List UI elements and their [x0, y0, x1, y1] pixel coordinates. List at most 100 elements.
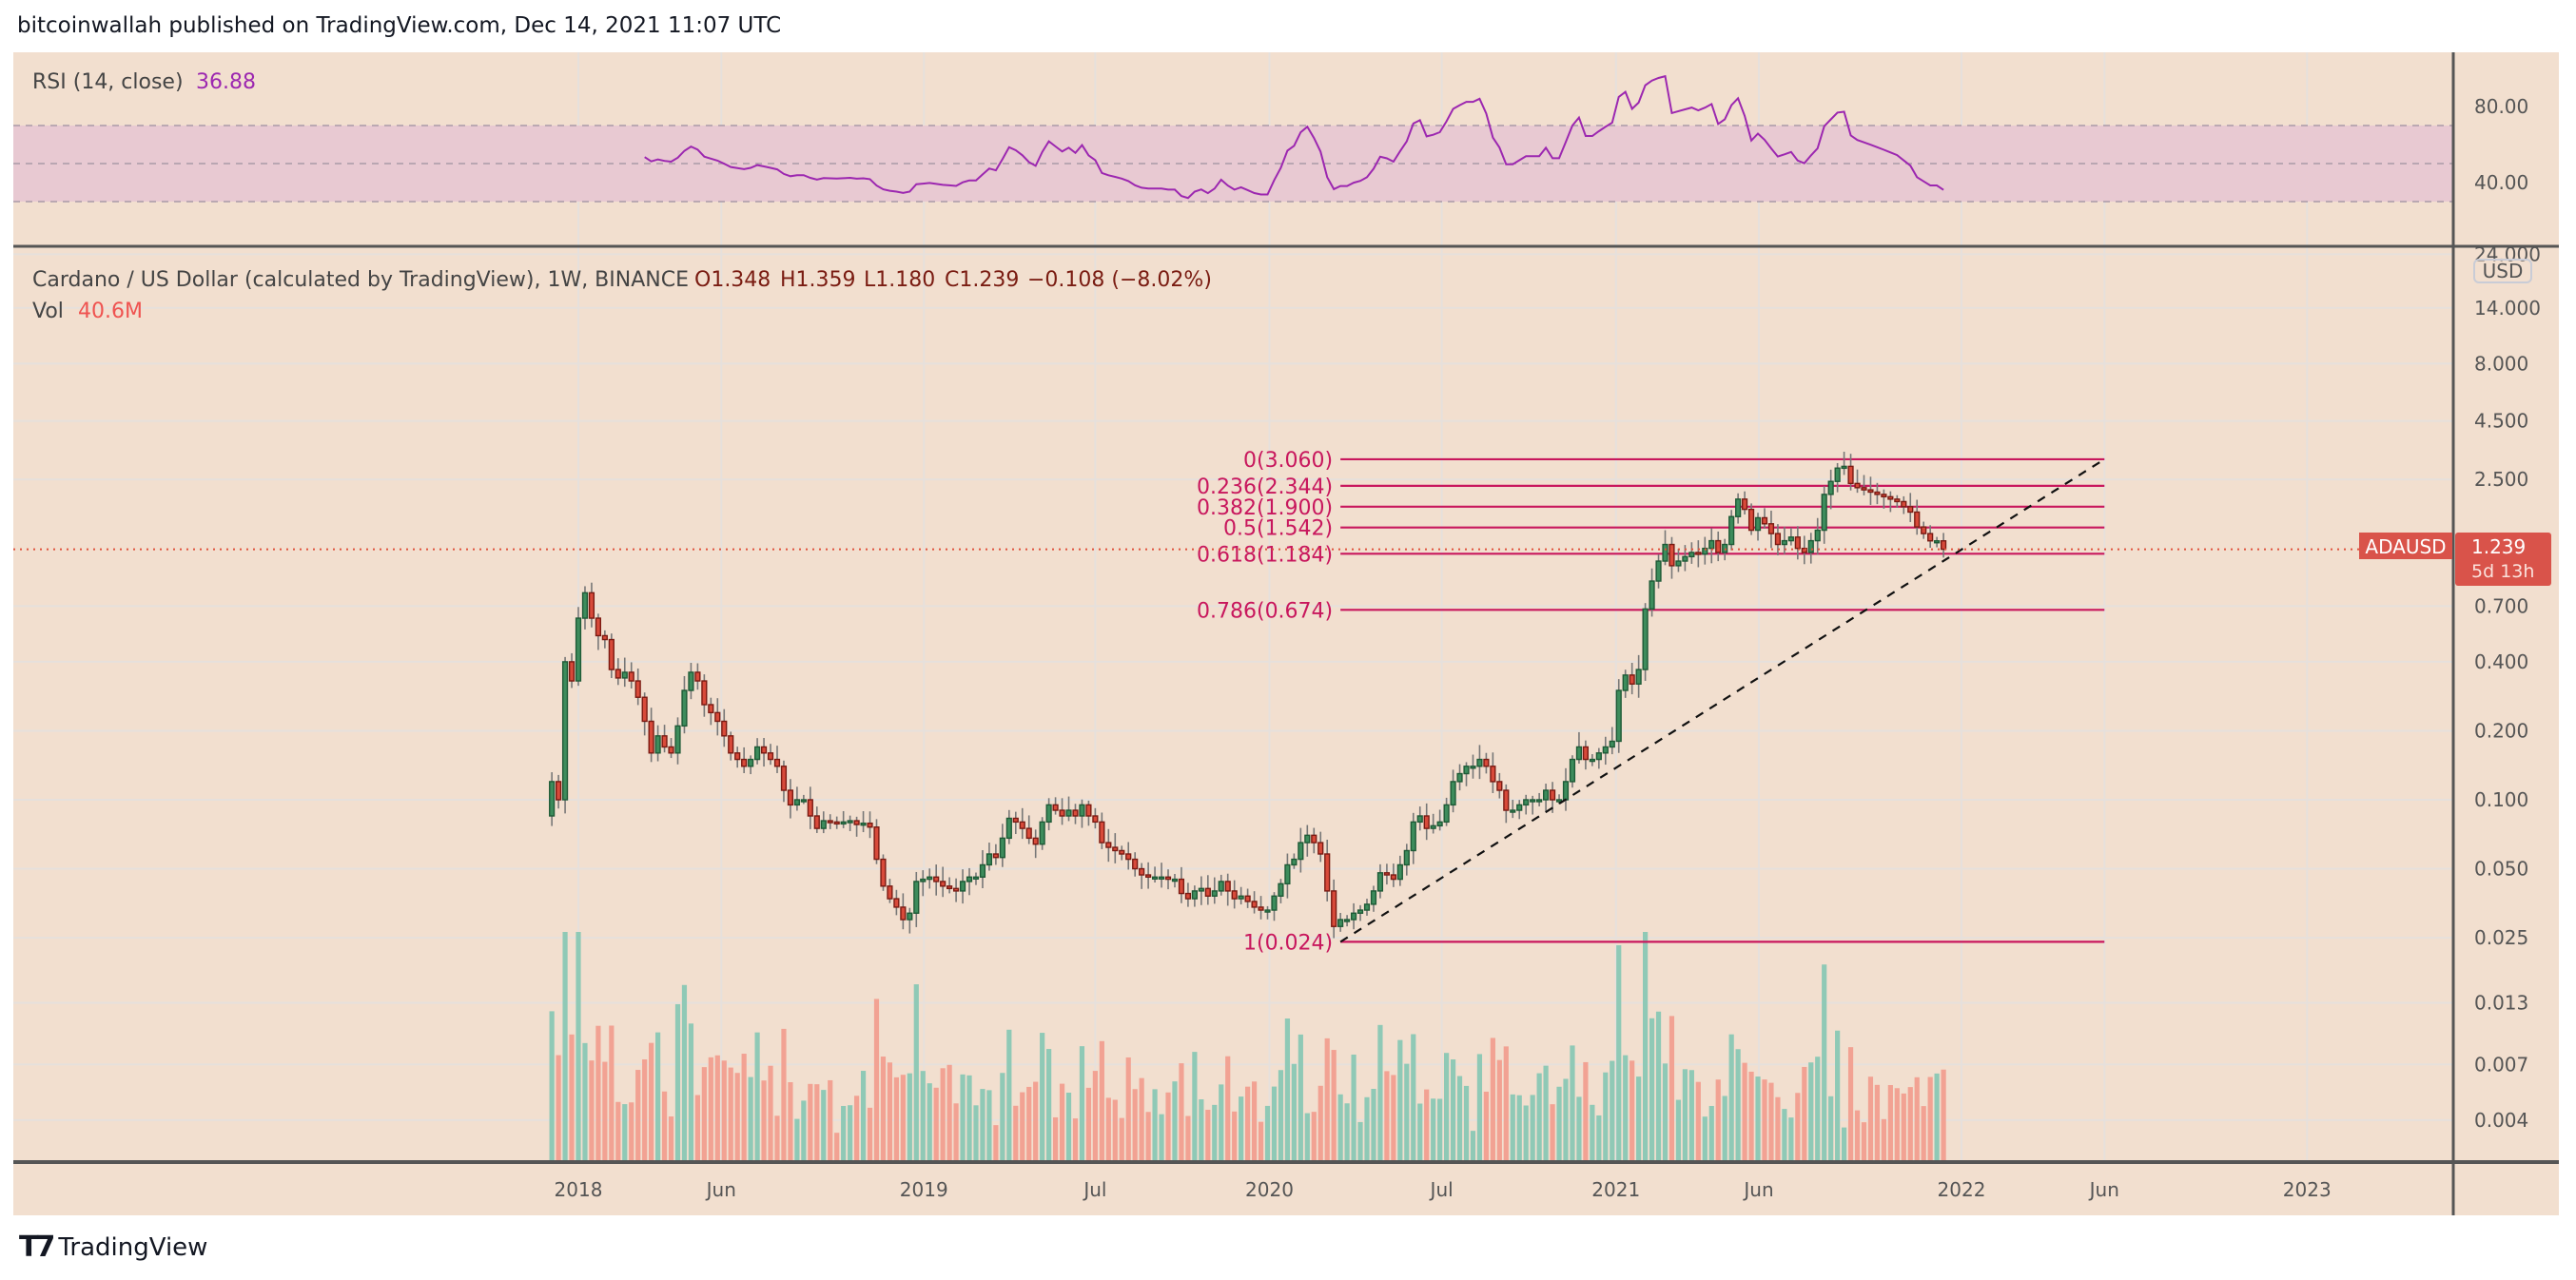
candle-up[interactable]: [913, 881, 920, 914]
candle-up[interactable]: [561, 661, 569, 801]
candle-down[interactable]: [1331, 890, 1337, 927]
candle-up[interactable]: [1781, 539, 1787, 546]
candle-up[interactable]: [1615, 689, 1622, 743]
candle-up[interactable]: [1005, 817, 1012, 840]
candle-down[interactable]: [1012, 817, 1019, 824]
candle-up[interactable]: [1304, 834, 1311, 844]
candle-up[interactable]: [1370, 890, 1377, 905]
candle-down[interactable]: [1747, 508, 1755, 532]
candle-up[interactable]: [1298, 842, 1304, 861]
candle-up[interactable]: [1356, 909, 1364, 914]
candle-down[interactable]: [1741, 498, 1748, 511]
candle-down[interactable]: [1881, 494, 1887, 498]
candle-down[interactable]: [1921, 526, 1927, 534]
candle-up[interactable]: [1350, 912, 1357, 921]
candle-down[interactable]: [933, 876, 940, 882]
candle-down[interactable]: [1145, 874, 1152, 878]
candle-down[interactable]: [634, 680, 641, 698]
candle-up[interactable]: [1191, 890, 1198, 900]
candle-up[interactable]: [575, 617, 582, 682]
candle-down[interactable]: [1503, 789, 1510, 811]
candle-down[interactable]: [1761, 516, 1768, 525]
candle-up[interactable]: [1821, 494, 1827, 532]
candle-down[interactable]: [615, 669, 621, 679]
candle-down[interactable]: [1311, 834, 1317, 844]
candle-down[interactable]: [1629, 674, 1635, 685]
candle-down[interactable]: [714, 711, 721, 723]
candle-up[interactable]: [1450, 781, 1456, 806]
candle-down[interactable]: [940, 881, 946, 887]
candle-down[interactable]: [1178, 878, 1185, 895]
candle-down[interactable]: [1715, 539, 1722, 553]
candle-up[interactable]: [1754, 516, 1762, 532]
candle-down[interactable]: [608, 638, 615, 670]
candle-up[interactable]: [1470, 766, 1476, 769]
candle-down[interactable]: [893, 898, 900, 908]
candle-down[interactable]: [1774, 533, 1782, 546]
candle-up[interactable]: [1065, 809, 1072, 817]
candle-up[interactable]: [1787, 536, 1794, 542]
candle-up[interactable]: [1622, 674, 1629, 691]
candle-up[interactable]: [581, 592, 589, 619]
candle-down[interactable]: [1119, 849, 1125, 855]
candle-up[interactable]: [621, 671, 628, 679]
candle-down[interactable]: [1125, 853, 1132, 861]
candle-down[interactable]: [1085, 804, 1092, 817]
candle-up[interactable]: [1291, 858, 1298, 866]
trendline[interactable]: [1339, 458, 2105, 943]
candle-down[interactable]: [1112, 846, 1119, 852]
candle-up[interactable]: [1337, 919, 1344, 927]
candle-down[interactable]: [867, 822, 873, 828]
candle-up[interactable]: [793, 799, 800, 806]
candle-down[interactable]: [1490, 766, 1496, 783]
candle-up[interactable]: [1841, 465, 1847, 470]
candle-down[interactable]: [1887, 495, 1894, 500]
candle-up[interactable]: [1595, 752, 1602, 761]
candle-down[interactable]: [556, 781, 562, 801]
candle-down[interactable]: [760, 746, 768, 754]
candle-up[interactable]: [800, 799, 807, 803]
candle-down[interactable]: [1317, 842, 1324, 855]
candle-up[interactable]: [1278, 882, 1284, 897]
candle-up[interactable]: [748, 758, 754, 767]
candle-up[interactable]: [1807, 539, 1814, 553]
candle-down[interactable]: [648, 720, 654, 754]
candle-up[interactable]: [1416, 815, 1423, 824]
candle-up[interactable]: [1827, 480, 1834, 495]
candle-up[interactable]: [1635, 669, 1642, 685]
candle-down[interactable]: [641, 696, 648, 723]
candle-down[interactable]: [588, 592, 595, 619]
candle-down[interactable]: [1383, 872, 1391, 876]
candle-up[interactable]: [1238, 895, 1244, 900]
candle-up[interactable]: [966, 876, 973, 882]
candle-down[interactable]: [728, 735, 734, 754]
candle-down[interactable]: [946, 885, 953, 890]
candle-down[interactable]: [1854, 482, 1861, 489]
candle-down[interactable]: [1390, 874, 1396, 881]
candle-up[interactable]: [549, 781, 556, 817]
candle-down[interactable]: [952, 887, 960, 892]
candle-up[interactable]: [753, 746, 761, 761]
candle-down[interactable]: [1695, 552, 1702, 555]
candle-up[interactable]: [1218, 881, 1224, 892]
candle-up[interactable]: [1728, 515, 1735, 546]
candle-up[interactable]: [1523, 799, 1530, 806]
candle-down[interactable]: [1025, 827, 1032, 840]
candle-up[interactable]: [979, 863, 986, 878]
candle-up[interactable]: [1589, 758, 1595, 763]
candle-down[interactable]: [1324, 853, 1331, 892]
candle-up[interactable]: [1602, 746, 1609, 754]
candle-down[interactable]: [900, 906, 907, 921]
candle-down[interactable]: [1184, 892, 1192, 900]
candle-up[interactable]: [840, 821, 847, 825]
candle-down[interactable]: [701, 680, 708, 706]
candle-up[interactable]: [1463, 766, 1470, 775]
candle-up[interactable]: [1735, 498, 1742, 517]
candle-up[interactable]: [1530, 799, 1536, 803]
candle-up[interactable]: [1649, 580, 1655, 611]
candle-up[interactable]: [1198, 887, 1204, 892]
candle-up[interactable]: [1363, 903, 1371, 911]
candle-down[interactable]: [708, 704, 714, 714]
candle-up[interactable]: [1410, 821, 1416, 852]
candle-up[interactable]: [1655, 560, 1662, 582]
